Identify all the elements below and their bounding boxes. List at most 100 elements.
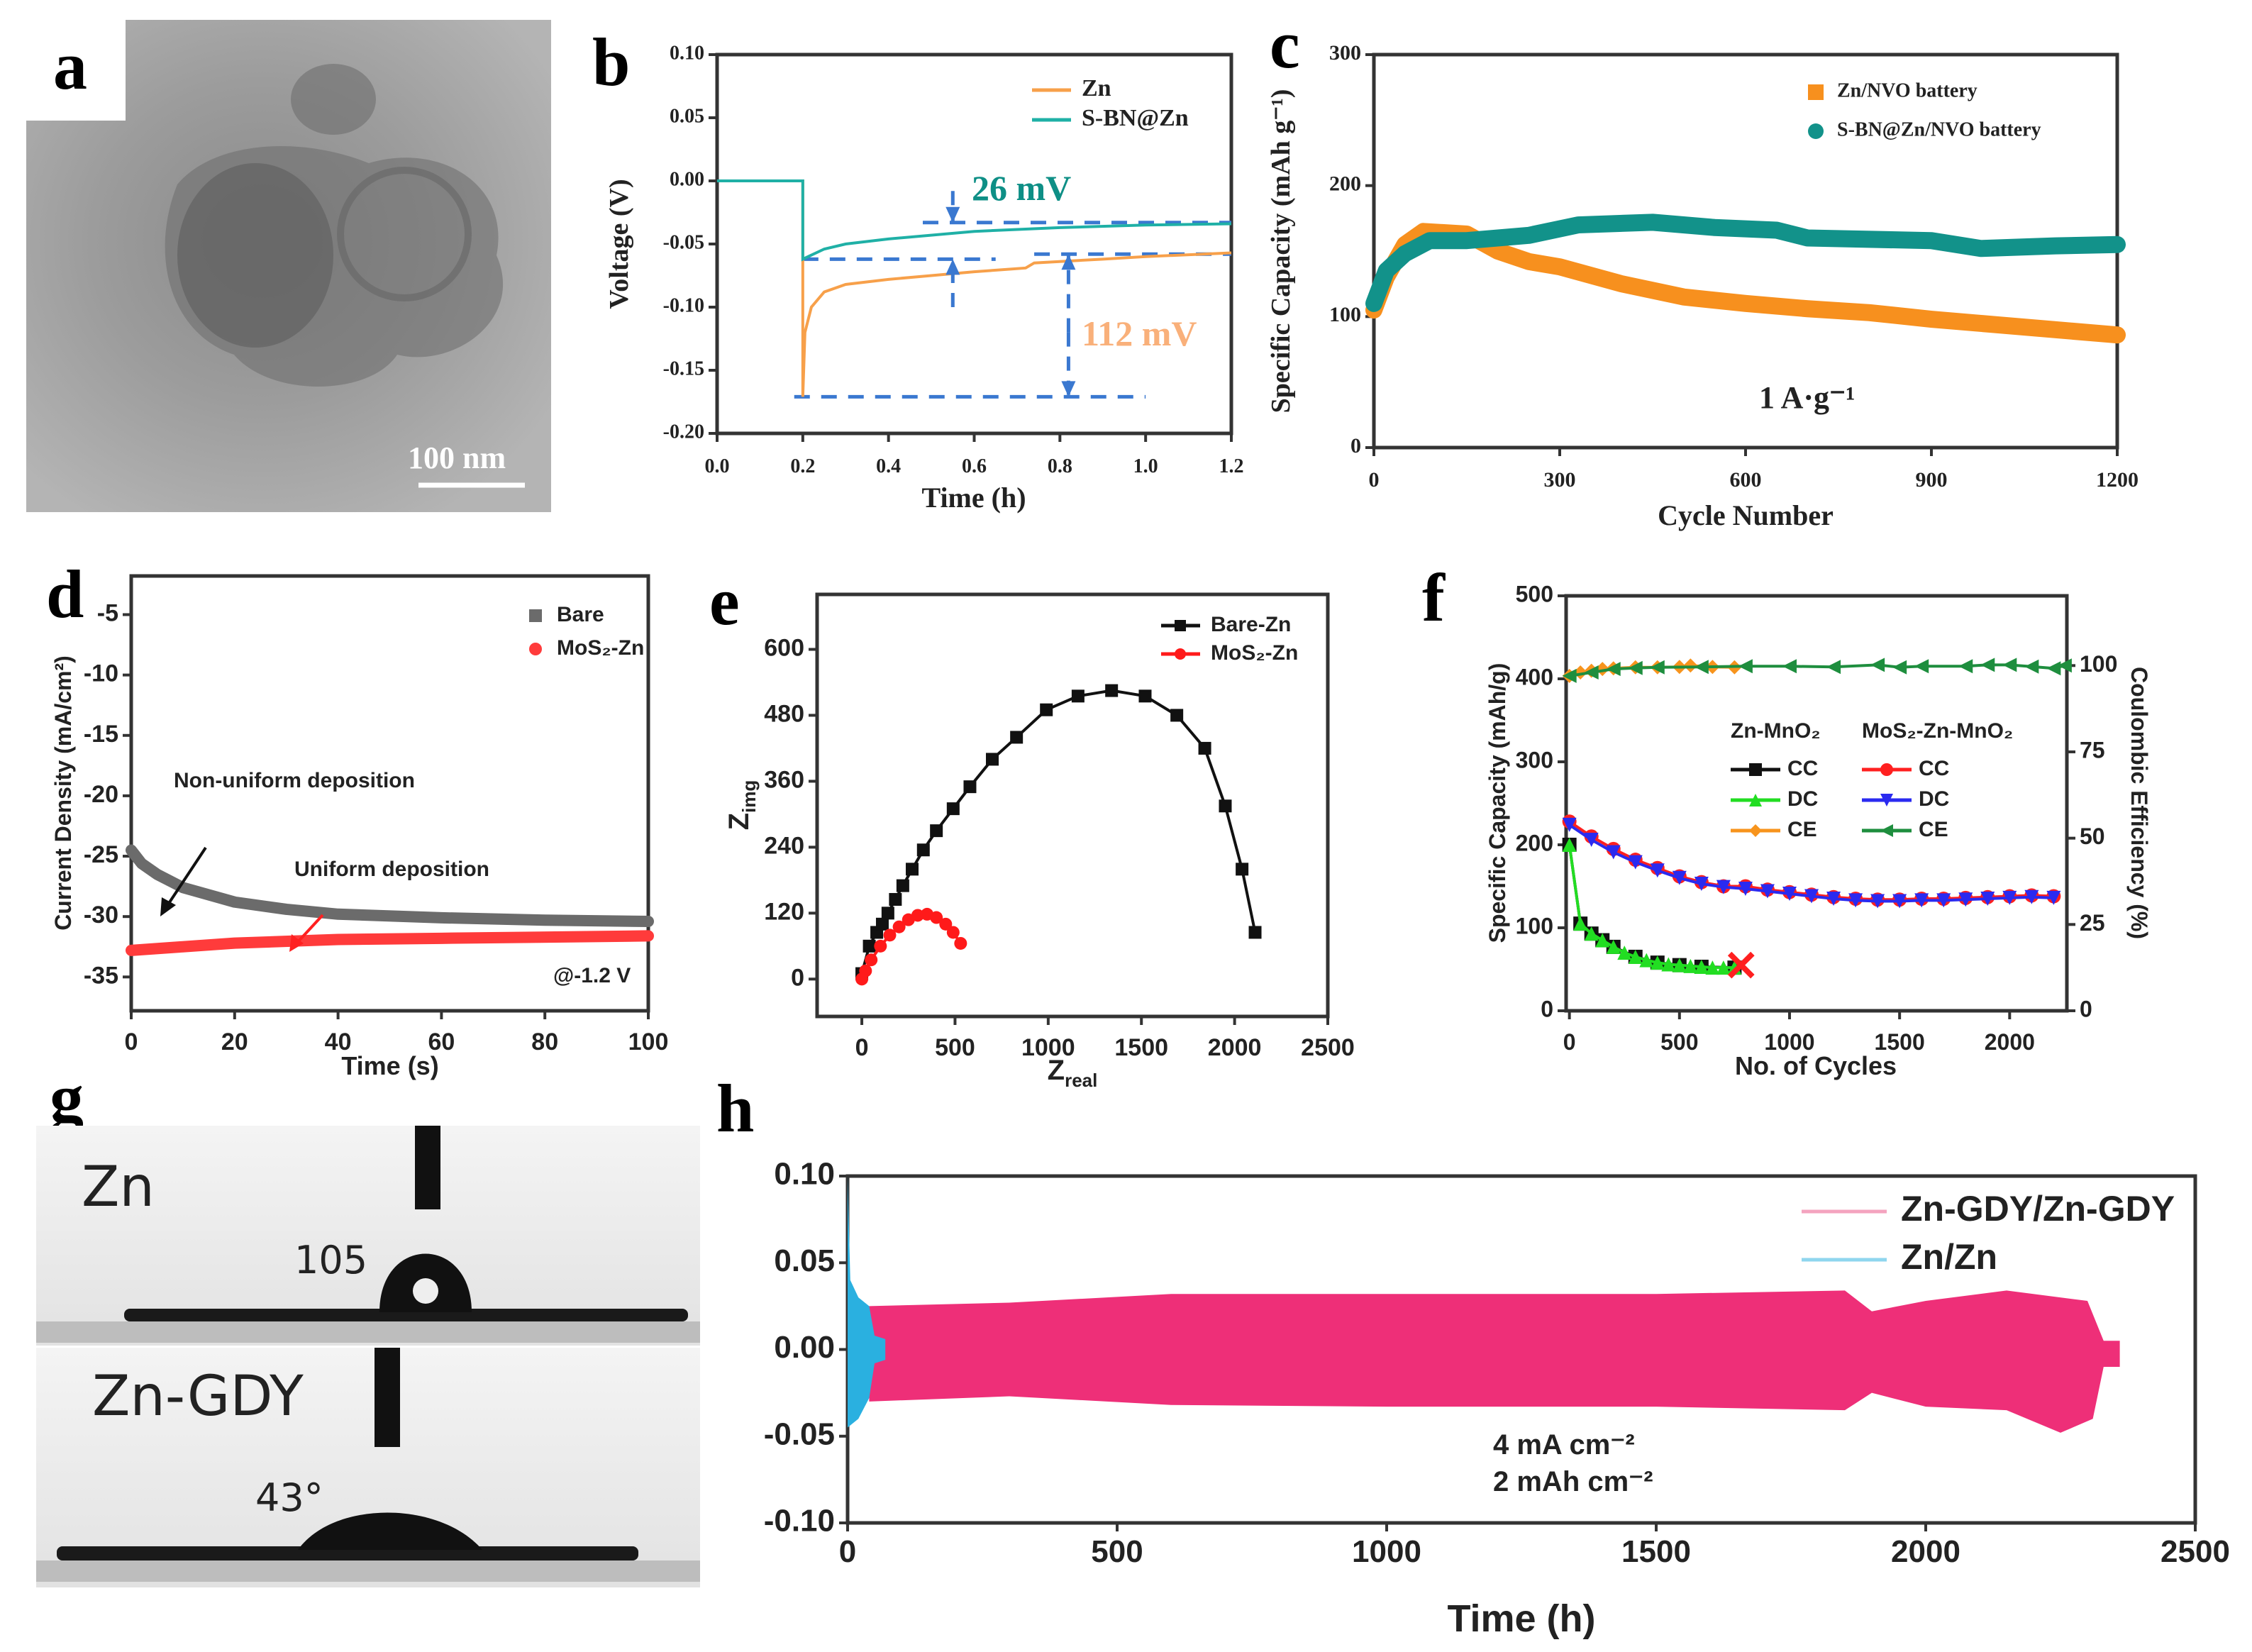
series-zn-gdy-zn-gdy bbox=[869, 1290, 2120, 1433]
annotation-current: 4 mA cm⁻² bbox=[1493, 1429, 1635, 1460]
x-tick-label: 1500 bbox=[1114, 1034, 1168, 1061]
data-point bbox=[906, 863, 919, 876]
panel-label-a: a bbox=[53, 28, 87, 104]
y-tick-label: -0.05 bbox=[663, 231, 704, 253]
legend-label: S-BN@Zn bbox=[1082, 105, 1189, 131]
data-point bbox=[2057, 658, 2072, 673]
data-point bbox=[1595, 933, 1610, 948]
data-point bbox=[1782, 659, 1797, 674]
legend-marker bbox=[1880, 794, 1893, 806]
series-ce bbox=[1562, 658, 2072, 683]
x-tick-label: 2000 bbox=[1891, 1534, 1960, 1569]
x-tick-label: 1000 bbox=[1764, 1029, 1814, 1055]
series-zn bbox=[717, 179, 1232, 397]
data-point bbox=[1650, 955, 1665, 970]
annotation-current-density: 1 A·g⁻¹ bbox=[1759, 380, 1855, 415]
y-tick-label: 0 bbox=[1350, 434, 1361, 458]
data-point bbox=[1219, 799, 1232, 813]
panel-g-contact-angle: g Zn 105 Zn-GDY 43° bbox=[36, 1060, 700, 1587]
series-dc bbox=[1562, 838, 1742, 975]
data-point bbox=[1683, 658, 1698, 673]
data-point bbox=[896, 879, 909, 892]
data-point bbox=[1639, 953, 1654, 968]
panel-label-box bbox=[26, 20, 126, 121]
x-tick-label: 0.4 bbox=[876, 455, 901, 477]
y-right-tick-label: 75 bbox=[2080, 737, 2105, 763]
chart-panel-c: c 0 300 600 900 1200 0 100 200 300 Cycle Number Spe… bbox=[1266, 6, 2139, 531]
data-point bbox=[1040, 703, 1053, 716]
x-tick-label: 0 bbox=[125, 1029, 138, 1055]
annotation-112mv: 112 mV bbox=[1082, 314, 1197, 353]
legend-label: CC bbox=[1787, 757, 1818, 780]
x-tick-label: 20 bbox=[221, 1029, 248, 1055]
arrow-uniform bbox=[295, 914, 324, 945]
voltage-band bbox=[869, 1290, 2120, 1433]
data-point bbox=[2002, 658, 2017, 672]
data-point bbox=[1606, 939, 1621, 954]
y-tick-label: -30 bbox=[84, 902, 118, 928]
y-axis-label: Zimg bbox=[723, 780, 760, 831]
y-tick-label: 100 bbox=[1329, 303, 1361, 326]
data-point bbox=[1672, 870, 1687, 885]
x-tick-label: 40 bbox=[325, 1029, 352, 1055]
data-point bbox=[1848, 893, 1863, 908]
y-tick-label: -15 bbox=[84, 721, 118, 748]
y-tick-label: -5 bbox=[97, 599, 118, 626]
y-right-tick-label: 25 bbox=[2080, 910, 2105, 936]
droplet-highlight bbox=[413, 1278, 438, 1304]
scale-bar-label: 100 nm bbox=[408, 440, 506, 475]
y-right-tick-label: 50 bbox=[2080, 824, 2105, 849]
data-point bbox=[1980, 892, 1995, 907]
x-tick-label: 100 bbox=[628, 1029, 669, 1055]
legend-label: Zn/Zn bbox=[1901, 1237, 1997, 1277]
label-zn: Zn bbox=[82, 1155, 155, 1219]
x-tick-label: 0 bbox=[1563, 1029, 1576, 1055]
plot-frame bbox=[129, 574, 650, 1013]
arrow-112mv-up-head bbox=[1061, 254, 1076, 270]
substrate-zn bbox=[124, 1309, 688, 1321]
arrow-non-uniform-head bbox=[160, 897, 176, 916]
data-point bbox=[1804, 889, 1819, 904]
y-tick-label: 360 bbox=[764, 766, 804, 793]
data-point bbox=[1716, 960, 1731, 975]
x-axis-label: Time (s) bbox=[341, 1051, 438, 1080]
y-tick-label: 120 bbox=[764, 898, 804, 925]
data-point bbox=[2024, 659, 2039, 674]
arrow-112mv-down-head bbox=[1061, 381, 1076, 397]
data-point bbox=[939, 917, 953, 931]
legend-marker bbox=[1880, 763, 1893, 776]
legend-marker bbox=[529, 609, 542, 622]
data-point bbox=[1705, 960, 1720, 975]
series-zn-nvo-battery bbox=[1365, 223, 2126, 344]
x-tick-label: 0 bbox=[839, 1534, 856, 1569]
y-tick-label: -0.20 bbox=[663, 421, 704, 443]
y-axis-label: Voltage (V) bbox=[604, 179, 634, 309]
data-point bbox=[1584, 665, 1599, 680]
y-axis-label-subscript: img bbox=[738, 780, 760, 813]
x-axis-label: Time (h) bbox=[921, 482, 1026, 514]
particle-core bbox=[177, 163, 333, 348]
data-point bbox=[1628, 660, 1643, 675]
x-tick-label: 1000 bbox=[1021, 1034, 1075, 1061]
data-point bbox=[930, 824, 943, 838]
data-point bbox=[916, 843, 930, 857]
data-point bbox=[1738, 659, 1753, 674]
data-line bbox=[717, 179, 1232, 262]
arrow-26mv-up-head bbox=[945, 259, 960, 275]
data-point bbox=[1661, 957, 1676, 972]
data-point bbox=[1683, 958, 1698, 973]
plot-frame bbox=[1564, 594, 2069, 1013]
y-tick-label: 0.00 bbox=[670, 168, 704, 190]
x-tick-label: 1000 bbox=[1352, 1534, 1421, 1569]
data-point bbox=[930, 911, 943, 924]
series-mos-zn bbox=[855, 907, 967, 986]
data-point bbox=[1760, 884, 1775, 899]
annotation-capacity: 2 mAh cm⁻² bbox=[1493, 1466, 1653, 1497]
legend-marker bbox=[1175, 648, 1186, 660]
data-point bbox=[1573, 916, 1588, 931]
data-point bbox=[1628, 949, 1643, 964]
data-point bbox=[1650, 863, 1665, 878]
y-tick-label: 0 bbox=[1541, 996, 1553, 1021]
series-dc bbox=[1562, 817, 2061, 909]
y-right-axis-label: Coulombic Efficiency (%) bbox=[2126, 667, 2152, 939]
